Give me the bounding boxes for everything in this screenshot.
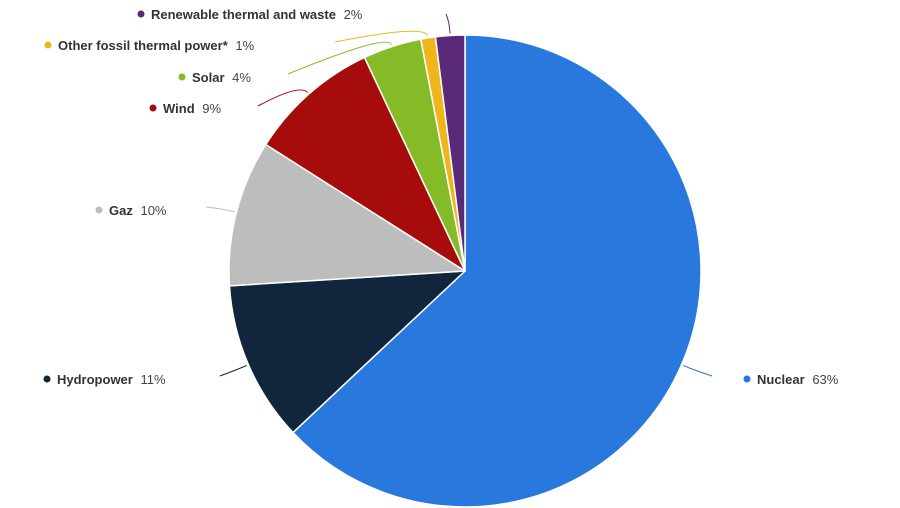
svg-text:Wind 9%: Wind 9% [163, 101, 222, 116]
label-name-hydropower: Hydropower [57, 372, 133, 387]
legend-dot-hydropower [43, 375, 51, 383]
connector-hydropower [219, 365, 247, 377]
label-name-gaz: Gaz [109, 203, 133, 218]
connector-other-fossil-thermal-power [334, 30, 429, 43]
label-value-solar: 4% [232, 70, 251, 85]
label-value-nuclear: 63% [812, 372, 838, 387]
svg-text:Other fossil thermal power*: Other fossil thermal power* 1% [58, 38, 255, 53]
label-name-wind: Wind [163, 101, 195, 116]
pie-slice-gaz [228, 143, 466, 287]
svg-text:Renewable thermal and waste: Renewable thermal and waste 2% [151, 7, 363, 22]
legend-dot-solar [178, 73, 186, 81]
connector-wind [257, 89, 308, 107]
data-label-renewable-thermal-and-waste: Renewable thermal and waste 2% [137, 7, 363, 22]
label-connectors [205, 13, 713, 377]
pie-slice-hydropower [228, 270, 466, 434]
data-label-wind: Wind 9% [149, 101, 222, 116]
data-label-nuclear: Nuclear 63% [743, 372, 839, 387]
label-value-other-fossil-thermal-power: 1% [235, 38, 254, 53]
label-name-solar: Solar [192, 70, 225, 85]
data-label-solar: Solar 4% [178, 70, 251, 85]
pie-slices [228, 34, 702, 508]
label-name-other-fossil-thermal-power: Other fossil thermal power* [58, 38, 229, 53]
data-label-hydropower: Hydropower 11% [43, 372, 166, 387]
label-value-renewable-thermal-and-waste: 2% [344, 7, 363, 22]
data-label-gaz: Gaz 10% [95, 203, 167, 218]
svg-text:Solar 4%: Solar 4% [192, 70, 251, 85]
pie-slice-renewable-thermal-and-waste [434, 34, 466, 272]
label-name-renewable-thermal-and-waste: Renewable thermal and waste [151, 7, 336, 22]
svg-text:Gaz 10%: Gaz 10% [109, 203, 167, 218]
legend-dot-nuclear [743, 375, 751, 383]
legend-dot-renewable-thermal-and-waste [137, 10, 145, 18]
label-value-gaz: 10% [140, 203, 166, 218]
label-value-wind: 9% [202, 101, 221, 116]
legend-dot-other-fossil-thermal-power [44, 41, 52, 49]
svg-text:Hydropower 11%: Hydropower 11% [57, 372, 166, 387]
svg-text:Nuclear 63%: Nuclear 63% [757, 372, 839, 387]
connector-gaz [205, 206, 235, 213]
connector-nuclear [683, 365, 713, 377]
legend-dot-gaz [95, 206, 103, 214]
legend-dot-wind [149, 104, 157, 112]
pie-slice-wind [264, 56, 466, 272]
label-name-nuclear: Nuclear [757, 372, 805, 387]
data-label-other-fossil-thermal-power: Other fossil thermal power* 1% [44, 38, 255, 53]
pie-slice-nuclear [292, 34, 702, 508]
connector-renewable-thermal-and-waste [445, 13, 451, 34]
connector-solar [287, 41, 392, 75]
label-value-hydropower: 11% [140, 372, 165, 387]
